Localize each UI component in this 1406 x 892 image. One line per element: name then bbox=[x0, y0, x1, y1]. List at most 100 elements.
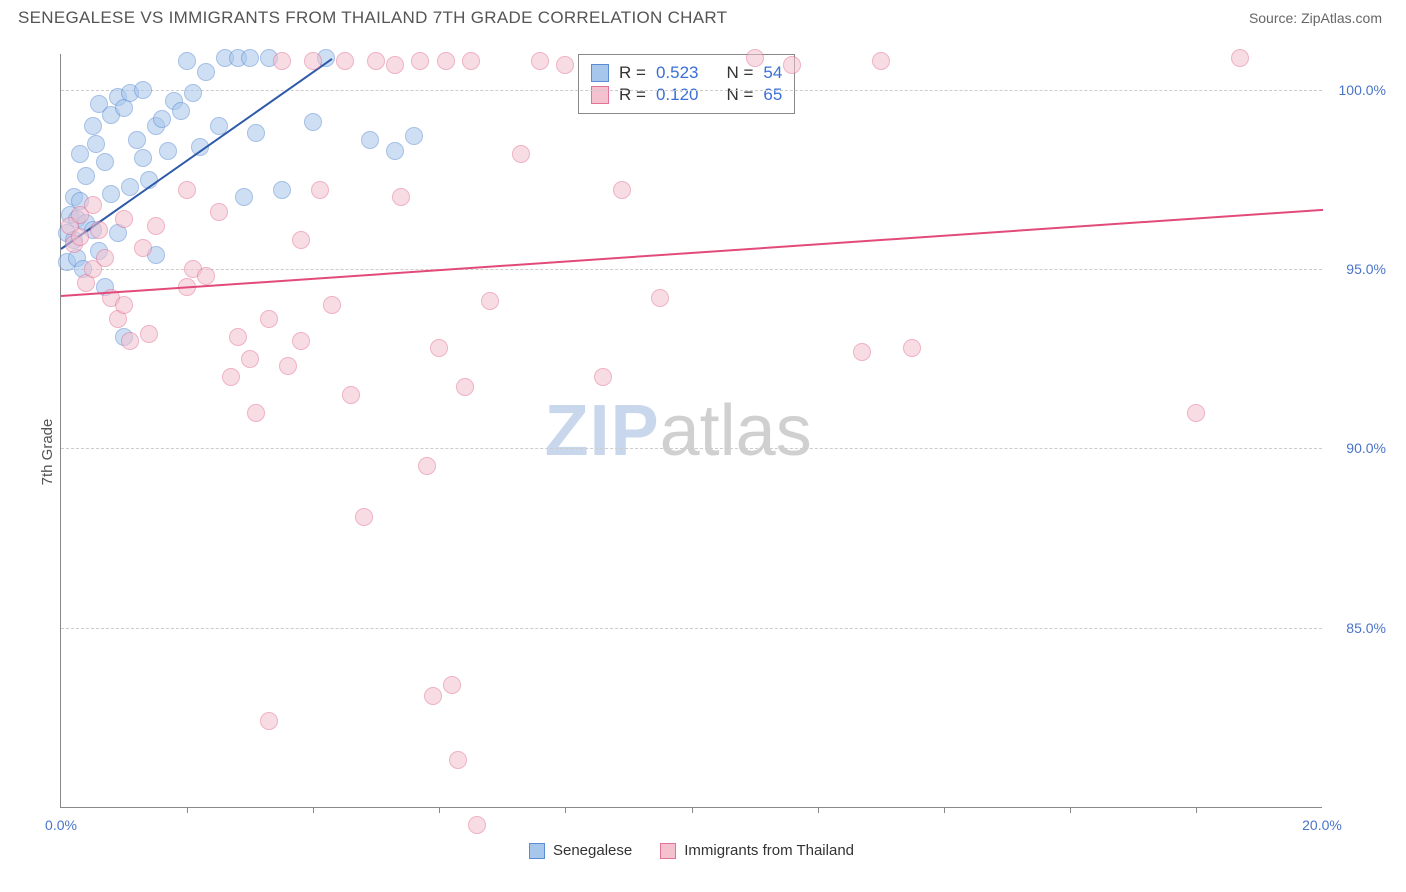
data-point bbox=[336, 52, 354, 70]
legend-item: Senegalese bbox=[529, 842, 632, 859]
legend-swatch bbox=[529, 843, 545, 859]
x-minor-tick bbox=[818, 807, 819, 813]
data-point bbox=[197, 63, 215, 81]
data-point bbox=[96, 153, 114, 171]
data-point bbox=[449, 751, 467, 769]
data-point bbox=[411, 52, 429, 70]
data-point bbox=[260, 310, 278, 328]
y-tick-label: 90.0% bbox=[1330, 440, 1386, 456]
gridline bbox=[61, 90, 1322, 91]
r-label: R = bbox=[619, 63, 646, 83]
data-point bbox=[342, 386, 360, 404]
x-minor-tick bbox=[1070, 807, 1071, 813]
data-point bbox=[84, 196, 102, 214]
data-point bbox=[222, 368, 240, 386]
data-point bbox=[405, 127, 423, 145]
r-value: 0.523 bbox=[656, 63, 699, 83]
legend-swatch bbox=[591, 86, 609, 104]
data-point bbox=[292, 332, 310, 350]
gridline bbox=[61, 269, 1322, 270]
data-point bbox=[392, 188, 410, 206]
x-minor-tick bbox=[1196, 807, 1197, 813]
legend-swatch bbox=[660, 843, 676, 859]
data-point bbox=[178, 181, 196, 199]
data-point bbox=[96, 249, 114, 267]
data-point bbox=[197, 267, 215, 285]
chart-container: 7th Grade ZIPatlas R =0.523N =54R =0.120… bbox=[18, 40, 1394, 864]
source-label: Source: ZipAtlas.com bbox=[1249, 10, 1382, 26]
data-point bbox=[903, 339, 921, 357]
data-point bbox=[77, 167, 95, 185]
data-point bbox=[1187, 404, 1205, 422]
data-point bbox=[311, 181, 329, 199]
stats-row: R =0.120N =65 bbox=[591, 85, 782, 105]
n-label: N = bbox=[726, 63, 753, 83]
r-label: R = bbox=[619, 85, 646, 105]
data-point bbox=[872, 52, 890, 70]
gridline bbox=[61, 448, 1322, 449]
data-point bbox=[115, 296, 133, 314]
chart-header: SENEGALESE VS IMMIGRANTS FROM THAILAND 7… bbox=[0, 0, 1406, 32]
data-point bbox=[260, 712, 278, 730]
r-value: 0.120 bbox=[656, 85, 699, 105]
data-point bbox=[184, 84, 202, 102]
x-minor-tick bbox=[187, 807, 188, 813]
data-point bbox=[418, 457, 436, 475]
data-point bbox=[292, 231, 310, 249]
chart-title: SENEGALESE VS IMMIGRANTS FROM THAILAND 7… bbox=[18, 8, 727, 28]
data-point bbox=[746, 49, 764, 67]
y-tick-label: 95.0% bbox=[1330, 261, 1386, 277]
data-point bbox=[651, 289, 669, 307]
data-point bbox=[783, 56, 801, 74]
x-minor-tick bbox=[439, 807, 440, 813]
gridline bbox=[61, 628, 1322, 629]
data-point bbox=[121, 332, 139, 350]
n-value: 65 bbox=[763, 85, 782, 105]
plot-area: ZIPatlas R =0.523N =54R =0.120N =65 Sene… bbox=[60, 54, 1322, 808]
data-point bbox=[456, 378, 474, 396]
legend-label: Immigrants from Thailand bbox=[684, 842, 854, 859]
data-point bbox=[178, 52, 196, 70]
data-point bbox=[462, 52, 480, 70]
data-point bbox=[229, 328, 247, 346]
data-point bbox=[556, 56, 574, 74]
data-point bbox=[279, 357, 297, 375]
data-point bbox=[613, 181, 631, 199]
watermark: ZIPatlas bbox=[545, 390, 812, 472]
data-point bbox=[134, 149, 152, 167]
data-point bbox=[424, 687, 442, 705]
data-point bbox=[1231, 49, 1249, 67]
data-point bbox=[386, 142, 404, 160]
data-point bbox=[273, 52, 291, 70]
x-minor-tick bbox=[565, 807, 566, 813]
data-point bbox=[115, 210, 133, 228]
x-tick-label: 0.0% bbox=[45, 817, 77, 833]
data-point bbox=[172, 102, 190, 120]
data-point bbox=[531, 52, 549, 70]
data-point bbox=[241, 350, 259, 368]
data-point bbox=[134, 81, 152, 99]
data-point bbox=[71, 228, 89, 246]
series-legend: Senegalese Immigrants from Thailand bbox=[61, 842, 1322, 859]
data-point bbox=[128, 131, 146, 149]
data-point bbox=[147, 217, 165, 235]
data-point bbox=[84, 117, 102, 135]
data-point bbox=[247, 404, 265, 422]
data-point bbox=[468, 816, 486, 834]
x-minor-tick bbox=[692, 807, 693, 813]
stats-legend: R =0.523N =54R =0.120N =65 bbox=[578, 54, 795, 114]
data-point bbox=[323, 296, 341, 314]
data-point bbox=[102, 185, 120, 203]
data-point bbox=[90, 221, 108, 239]
data-point bbox=[437, 52, 455, 70]
data-point bbox=[121, 178, 139, 196]
y-axis-label: 7th Grade bbox=[39, 419, 56, 486]
x-minor-tick bbox=[313, 807, 314, 813]
data-point bbox=[304, 52, 322, 70]
data-point bbox=[235, 188, 253, 206]
y-tick-label: 100.0% bbox=[1330, 82, 1386, 98]
data-point bbox=[361, 131, 379, 149]
data-point bbox=[140, 325, 158, 343]
data-point bbox=[386, 56, 404, 74]
y-tick-label: 85.0% bbox=[1330, 620, 1386, 636]
